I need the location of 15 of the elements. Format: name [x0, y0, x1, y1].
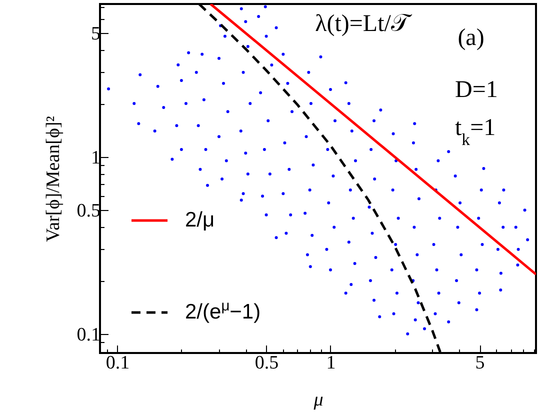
legend-label: 2/(e$^{μ}$−1)	[185, 298, 261, 324]
x-tick-label: 1	[326, 352, 336, 374]
y-tick-label: 0.1	[76, 324, 100, 346]
x-tick-label: 0.5	[254, 352, 279, 374]
annotation: λ(t)=Lt/𝒯	[315, 11, 413, 37]
y-tick-label: 0.5	[76, 200, 100, 222]
annotation: D=1	[455, 77, 498, 103]
y-tick-label: 1	[91, 147, 100, 168]
y-axis-title: Var[ϕ]/Mean[ϕ]²	[42, 116, 64, 242]
x-axis-title: μ	[312, 390, 324, 410]
x-tick-label: 0.1	[106, 352, 130, 374]
legend-label: 2/μ	[185, 208, 215, 232]
x-tick-label: 5	[475, 352, 485, 374]
annotation: t$_{k}$=1	[455, 115, 496, 148]
annotation: (a)	[458, 25, 484, 51]
